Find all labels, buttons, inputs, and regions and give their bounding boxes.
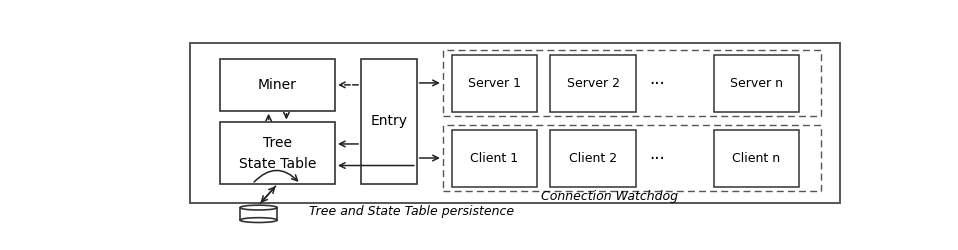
FancyArrowPatch shape: [284, 112, 289, 118]
Text: ···: ···: [650, 75, 665, 93]
Text: Connection Watchdog: Connection Watchdog: [541, 190, 678, 203]
Text: Server 2: Server 2: [566, 77, 620, 90]
Bar: [220, 122, 335, 184]
Bar: [240, 208, 277, 220]
Text: Server 1: Server 1: [468, 77, 521, 90]
Text: Client n: Client n: [732, 152, 781, 166]
Text: Server n: Server n: [730, 77, 783, 90]
FancyArrowPatch shape: [339, 82, 358, 88]
FancyArrowPatch shape: [420, 80, 438, 86]
FancyArrowPatch shape: [265, 115, 271, 121]
Bar: [443, 125, 821, 191]
Text: Tree and State Table persistence: Tree and State Table persistence: [309, 206, 514, 218]
FancyArrowPatch shape: [261, 187, 275, 203]
FancyArrowPatch shape: [254, 170, 297, 182]
Bar: [714, 56, 799, 112]
Bar: [443, 50, 821, 116]
Bar: [451, 56, 537, 112]
Bar: [550, 56, 636, 112]
FancyArrowPatch shape: [339, 141, 358, 147]
Ellipse shape: [240, 205, 277, 210]
Text: Miner: Miner: [258, 78, 297, 92]
Bar: [191, 44, 840, 203]
Bar: [714, 130, 799, 187]
Text: Client 1: Client 1: [470, 152, 518, 166]
FancyArrowPatch shape: [262, 186, 276, 202]
FancyArrowPatch shape: [420, 155, 438, 161]
Text: ···: ···: [650, 150, 665, 168]
Bar: [220, 59, 335, 111]
Text: Client 2: Client 2: [569, 152, 617, 166]
Bar: [550, 130, 636, 187]
Text: Entry: Entry: [371, 114, 407, 128]
Ellipse shape: [240, 218, 277, 222]
Bar: [451, 130, 537, 187]
Text: Tree
State Table: Tree State Table: [239, 136, 316, 170]
Bar: [361, 59, 417, 184]
FancyArrowPatch shape: [339, 163, 414, 168]
